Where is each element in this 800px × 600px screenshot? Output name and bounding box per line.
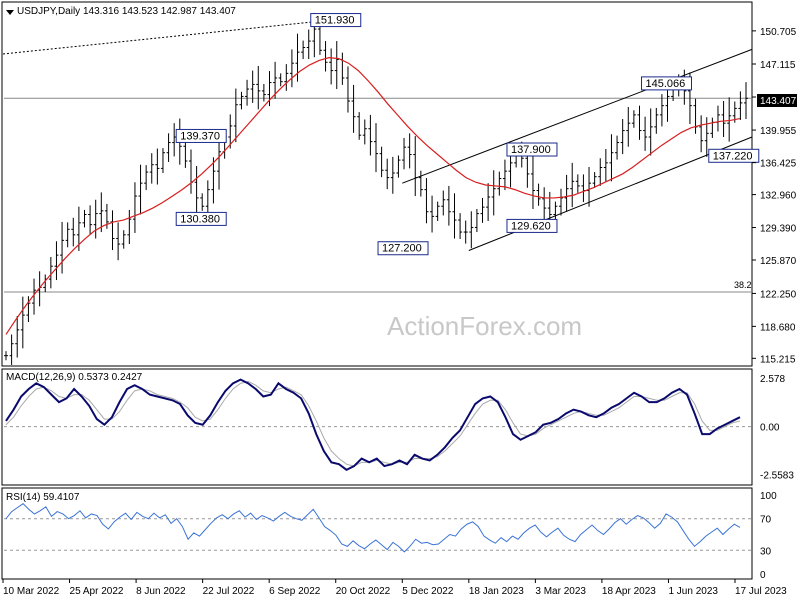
- price-annotation-box: [175, 211, 227, 226]
- x-tick-label: 1 Jun 2023: [668, 586, 718, 597]
- x-tick-label: 17 Jul 2023: [735, 586, 787, 597]
- x-tick-label: 25 Apr 2022: [70, 586, 124, 597]
- price-annotation-box: [506, 218, 558, 233]
- y-tick-label: 132.960: [760, 191, 797, 202]
- x-tick-label: 22 Jul 2022: [203, 586, 255, 597]
- rsi-line: [5, 503, 741, 553]
- price-annotation: 139.370: [180, 130, 220, 142]
- fib-level-label: 38.2: [734, 280, 752, 290]
- price-annotation-box: [506, 142, 558, 157]
- price-annotation: 130.380: [180, 213, 220, 225]
- price-annotation: 137.220: [713, 150, 753, 162]
- rsi-y-label: 100: [760, 491, 777, 502]
- chart-header: USDJPY,Daily 143.316 143.523 142.987 143…: [17, 6, 236, 17]
- x-tick-label: 5 Dec 2022: [402, 586, 454, 597]
- y-tick-label: 139.955: [760, 126, 797, 137]
- macd-line: [5, 378, 741, 472]
- sma-line: [5, 57, 741, 335]
- price-annotation: 127.200: [382, 243, 422, 255]
- rsi-title: RSI(14) 59.4107: [6, 492, 80, 503]
- y-tick-label: 129.390: [760, 224, 797, 235]
- price-tag-bg: [757, 94, 797, 107]
- x-tick-label: 18 Jan 2023: [469, 586, 524, 597]
- y-tick-label: 122.250: [760, 289, 797, 300]
- price-annotation: 145.066: [646, 78, 686, 90]
- x-tick-label: 8 Jun 2022: [136, 586, 186, 597]
- current-price-tag: 143.407: [757, 94, 797, 107]
- x-tick-label: 10 Mar 2022: [3, 586, 60, 597]
- x-tick-label: 20 Oct 2022: [336, 586, 391, 597]
- y-tick-label: 147.115: [760, 60, 796, 71]
- macd-y-label: 0.00: [760, 423, 780, 434]
- x-tick-label: 18 Apr 2023: [602, 586, 656, 597]
- price-annotation-box: [708, 148, 760, 163]
- chevron-down-icon[interactable]: [6, 10, 14, 15]
- y-tick-label: 125.870: [760, 256, 797, 267]
- price-annotation-box: [310, 13, 362, 28]
- price-annotation-box: [175, 128, 227, 143]
- y-tick-label: 150.705: [760, 27, 797, 38]
- macd-title: MACD(12,26,9) 0.5373 0.2427: [6, 372, 143, 383]
- y-tick-label: 136.425: [760, 159, 797, 170]
- y-tick-label: 118.680: [760, 322, 796, 333]
- price-panel: [1, 1, 753, 367]
- x-tick-label: 6 Sep 2022: [269, 586, 321, 597]
- price-annotation: 151.930: [315, 15, 355, 27]
- x-tick-label: 3 Mar 2023: [535, 586, 586, 597]
- rsi-y-label: 70: [760, 515, 772, 526]
- price-annotation-box: [641, 76, 693, 91]
- trendline: [402, 48, 753, 184]
- price-annotation-box: [377, 241, 429, 256]
- watermark: ActionForex.com: [387, 311, 582, 341]
- rsi-y-label: 30: [760, 546, 772, 557]
- price-annotation: 137.900: [511, 144, 551, 156]
- macd-y-label: -2.5583: [760, 471, 794, 482]
- y-tick-label: 115.215: [760, 354, 796, 365]
- current-price-label: 143.407: [760, 96, 797, 107]
- rsi-y-label: 0: [760, 570, 766, 581]
- rsi-panel: [1, 487, 753, 580]
- macd-y-label: 2.578: [760, 374, 785, 385]
- price-annotation: 129.620: [511, 220, 551, 232]
